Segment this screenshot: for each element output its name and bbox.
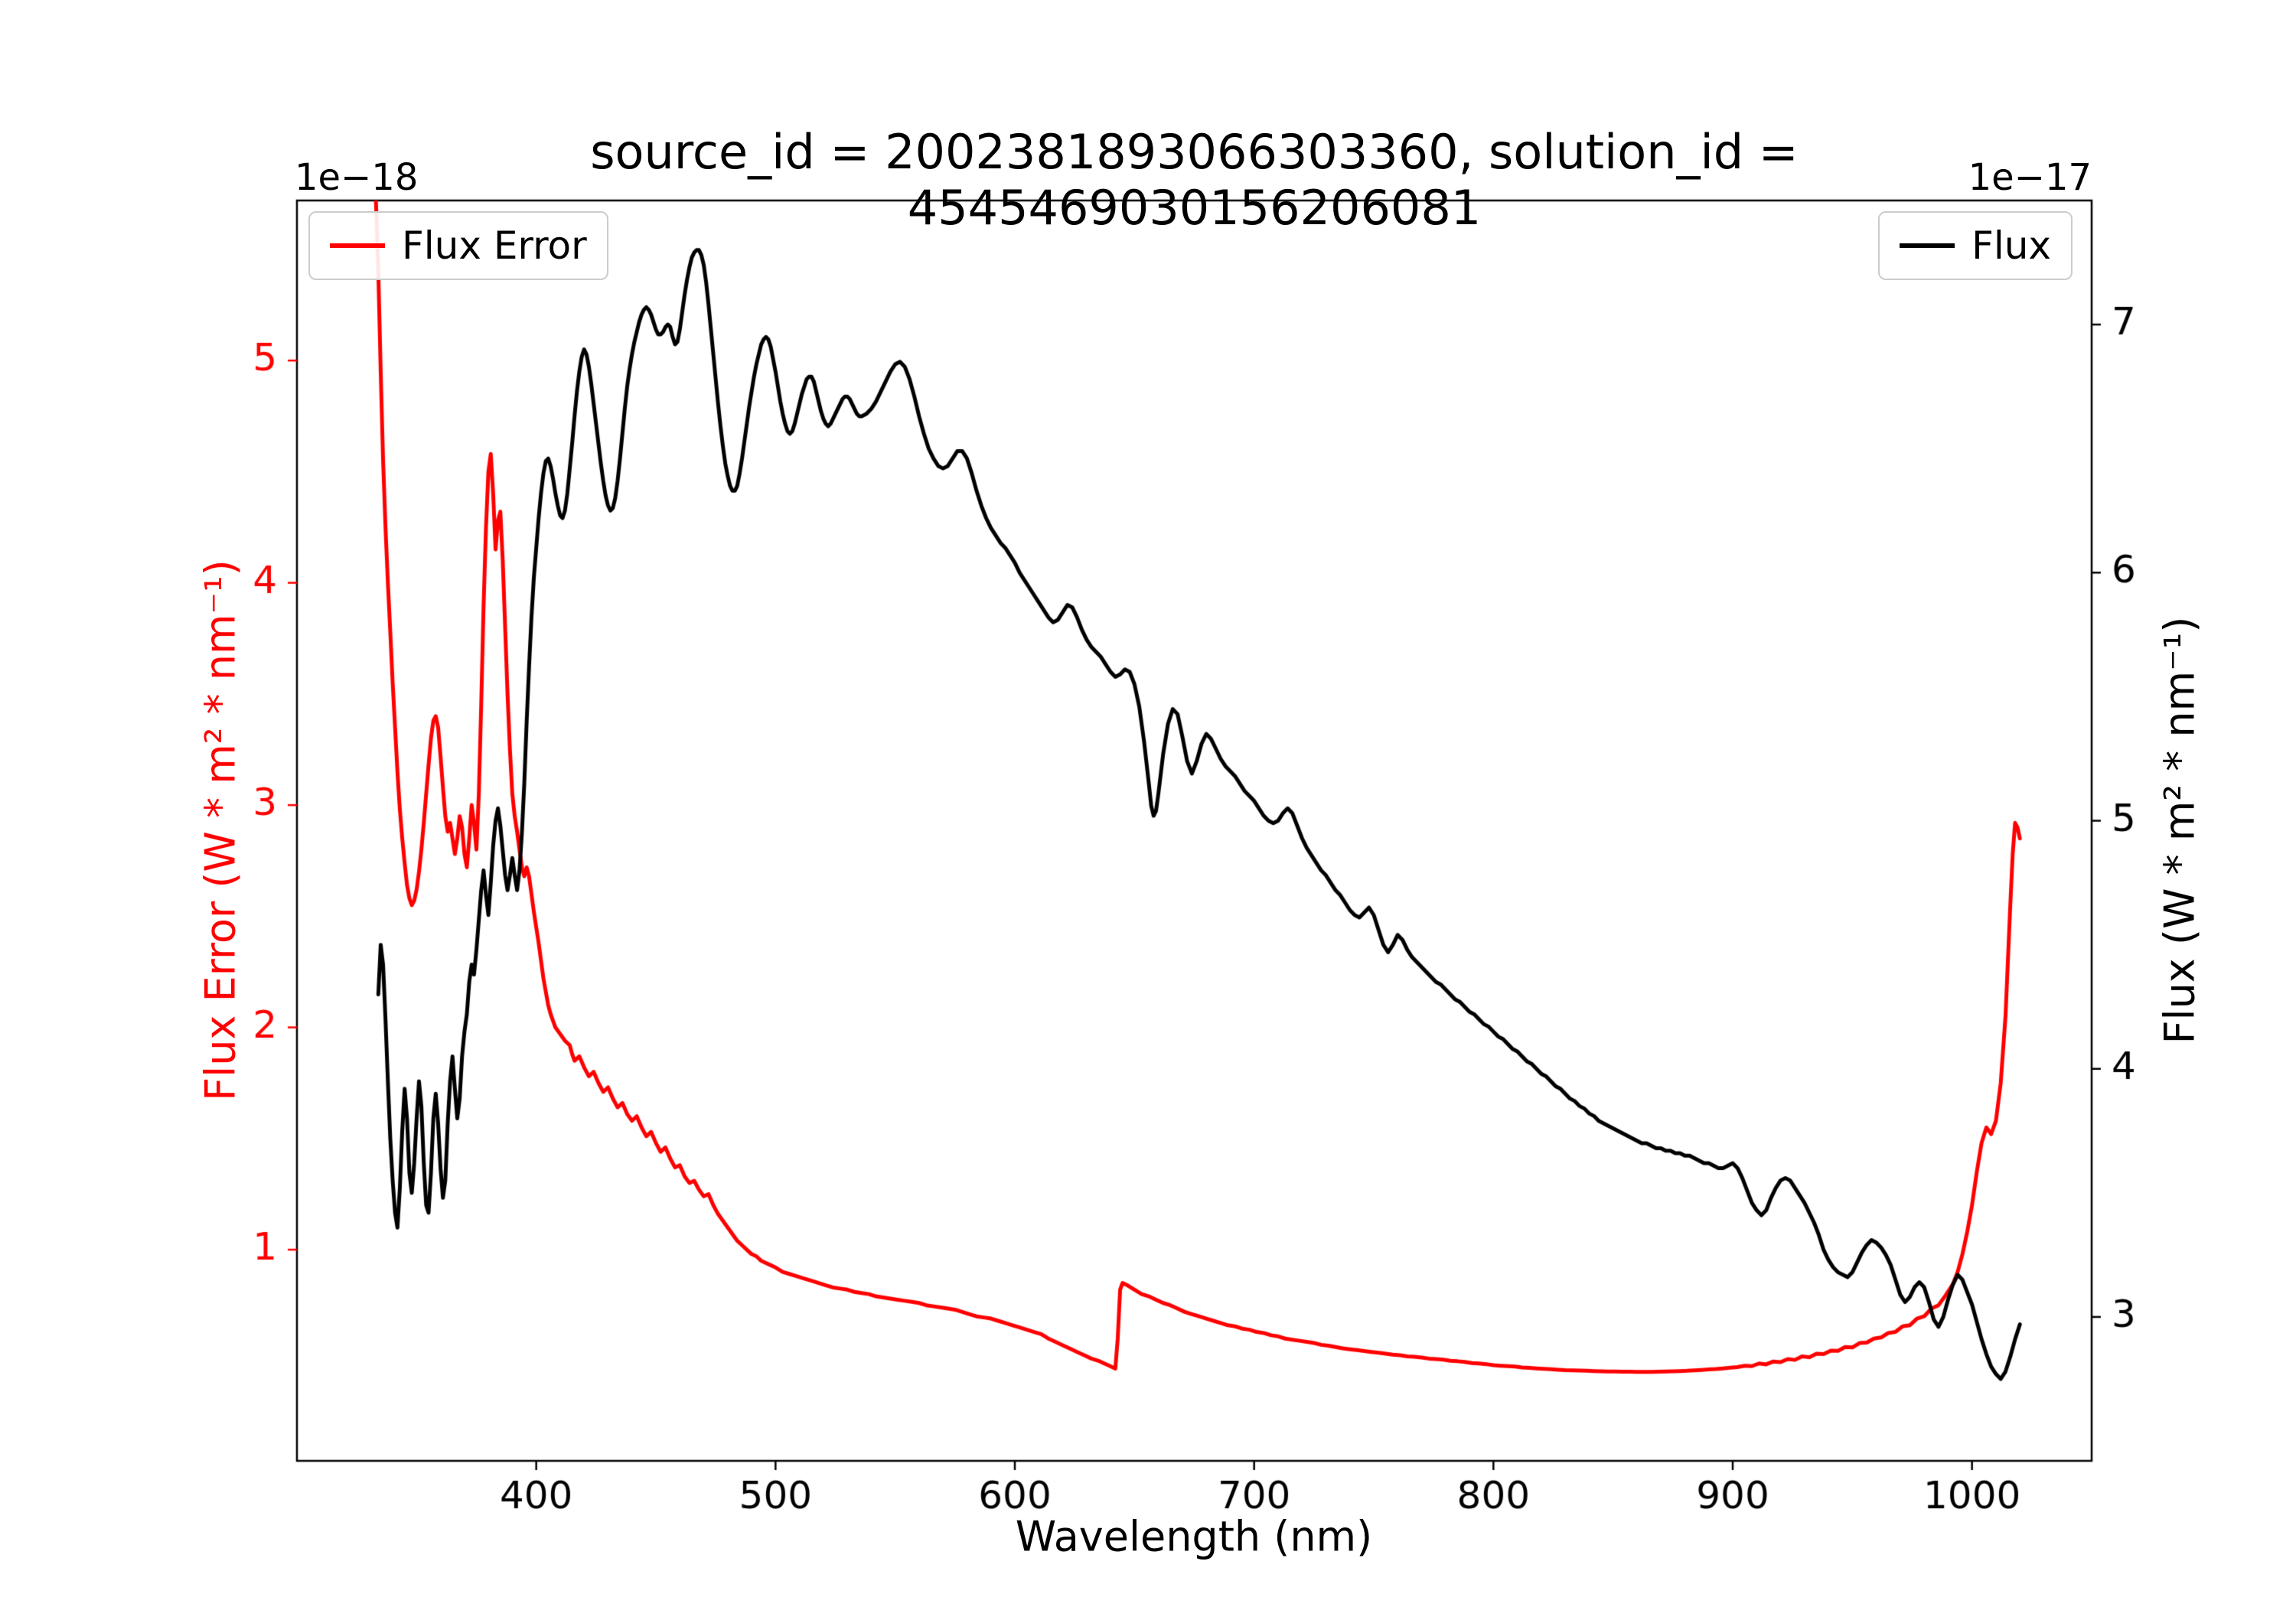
legend-flux-error-label: Flux Error <box>402 223 587 268</box>
flux-line-sample-icon <box>1900 243 1955 248</box>
left-axis-offset-text: 1e−18 <box>295 156 419 199</box>
x-axis-label: Wavelength (nm) <box>1015 1512 1373 1561</box>
legend-flux: Flux <box>1878 211 2073 280</box>
legend-flux-error: Flux Error <box>308 211 608 280</box>
flux-error-line-sample-icon <box>330 243 385 248</box>
legend-flux-label: Flux <box>1971 223 2051 268</box>
right-axis-offset-text: 1e−17 <box>1968 156 2092 199</box>
right-axis-label: Flux (W * m² * nm⁻¹) <box>2155 616 2204 1045</box>
plot-title: source_id = 2002381893066303360, solutio… <box>590 124 1799 236</box>
left-axis-label: Flux Error (W * m² * nm⁻¹) <box>196 559 245 1101</box>
